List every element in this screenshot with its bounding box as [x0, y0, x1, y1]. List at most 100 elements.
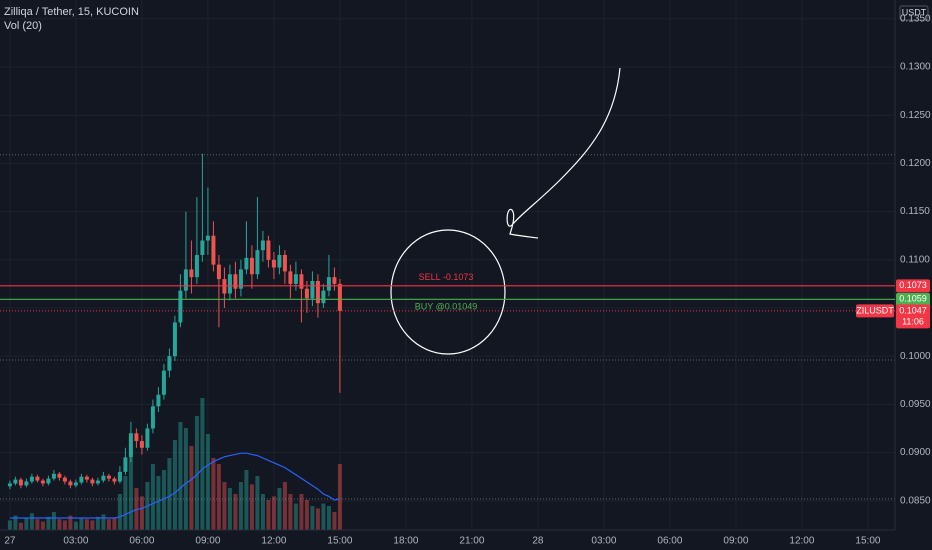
candle-body — [326, 277, 331, 291]
x-tick-label: 28 — [532, 536, 544, 547]
y-tick-label: 0.1350 — [900, 13, 931, 24]
volume-bar — [35, 519, 40, 530]
price-badge-label: 0.1073 — [899, 280, 927, 290]
candle-body — [13, 479, 18, 484]
candle-body — [183, 269, 188, 291]
candle-body — [150, 406, 155, 429]
candle-body — [337, 283, 342, 311]
candle-body — [112, 478, 117, 482]
volume-bar — [29, 513, 34, 530]
last-price-label: 0.1047 — [899, 305, 927, 315]
volume-bar — [249, 484, 254, 530]
candle-body — [101, 475, 106, 481]
volume-bar — [200, 398, 205, 530]
candle-body — [211, 235, 216, 265]
volume-bar — [288, 494, 293, 530]
volume-bar — [62, 520, 67, 530]
x-tick-label: 03:00 — [591, 536, 616, 547]
volume-bar — [332, 512, 337, 530]
candle-body — [40, 480, 45, 484]
volume-bar — [194, 416, 199, 530]
volume-bar — [156, 476, 161, 530]
volume-bar — [117, 494, 122, 530]
y-tick-label: 0.1100 — [900, 254, 930, 265]
x-tick-label: 12:00 — [261, 536, 286, 547]
candle-body — [310, 281, 315, 299]
candle-body — [189, 269, 194, 278]
price-line-text: BUY @0.01049 — [415, 302, 478, 312]
volume-bar — [244, 470, 249, 530]
countdown-label: 11:06 — [902, 316, 924, 326]
volume-bar — [18, 522, 23, 530]
y-tick-label: 0.0950 — [900, 399, 931, 410]
candle-body — [238, 269, 243, 289]
volume-bar — [216, 464, 221, 530]
volume-bar — [321, 503, 326, 530]
y-tick-label: 0.1000 — [900, 351, 931, 362]
volume-bar — [277, 488, 282, 530]
x-tick-label: 21:00 — [459, 536, 484, 547]
candle-body — [200, 240, 205, 255]
candle-body — [95, 480, 100, 484]
volume-bar — [172, 440, 177, 530]
candle-body — [84, 476, 89, 480]
volume-bar — [79, 518, 84, 530]
x-tick-label: 03:00 — [63, 536, 88, 547]
chart-title: Zilliqa / Tether, 15, KUCOIN — [4, 6, 139, 18]
symbol-label: ZILUSDT — [856, 305, 894, 315]
x-tick-label: 06:00 — [129, 536, 154, 547]
candle-body — [145, 428, 150, 448]
candle-body — [293, 274, 298, 284]
x-tick-label: 06:00 — [657, 536, 682, 547]
volume-bar — [293, 503, 298, 530]
candle-body — [315, 281, 320, 304]
candle-body — [68, 481, 73, 486]
x-tick-label: 18:00 — [393, 536, 418, 547]
volume-bar — [282, 482, 287, 530]
candle-body — [260, 240, 265, 251]
candle-body — [73, 482, 78, 486]
annotation-arrow — [506, 67, 621, 239]
volume-bar — [304, 500, 309, 530]
last-price-badge — [896, 304, 930, 329]
currency-badge — [899, 5, 929, 21]
candle-body — [79, 476, 84, 483]
volume-bar — [161, 470, 166, 530]
candle-body — [24, 481, 29, 486]
candle-body — [282, 254, 287, 272]
x-tick-label: 09:00 — [195, 536, 220, 547]
candle-body — [266, 240, 271, 260]
candle-body — [304, 288, 309, 299]
candle-body — [35, 476, 40, 481]
volume-bar — [271, 496, 276, 530]
volume-bar — [101, 514, 106, 530]
y-tick-label: 0.0900 — [900, 447, 931, 458]
candle-body — [233, 274, 238, 289]
candle-body — [172, 322, 177, 357]
volume-bar — [128, 458, 133, 530]
candle-body — [167, 356, 172, 371]
candle-body — [123, 457, 128, 472]
candle-body — [216, 264, 221, 280]
volume-bar — [238, 482, 243, 530]
candle-body — [271, 259, 276, 268]
volume-bar — [299, 494, 304, 530]
volume-bar — [68, 515, 73, 530]
candle-body — [7, 483, 12, 487]
volume-bar — [123, 476, 128, 530]
volume-bar — [112, 518, 117, 530]
candle-body — [205, 235, 210, 241]
candle-body — [117, 471, 122, 482]
volume-bar — [178, 422, 183, 530]
candle-body — [244, 257, 249, 270]
x-tick-label: 09:00 — [723, 536, 748, 547]
candle-body — [57, 473, 62, 478]
volume-legend: Vol (20) — [4, 20, 42, 32]
volume-bar — [84, 519, 89, 530]
candle-body — [161, 370, 166, 395]
candle-body — [321, 290, 326, 304]
volume-bar — [95, 516, 100, 530]
y-tick-label: 0.1300 — [900, 62, 931, 73]
